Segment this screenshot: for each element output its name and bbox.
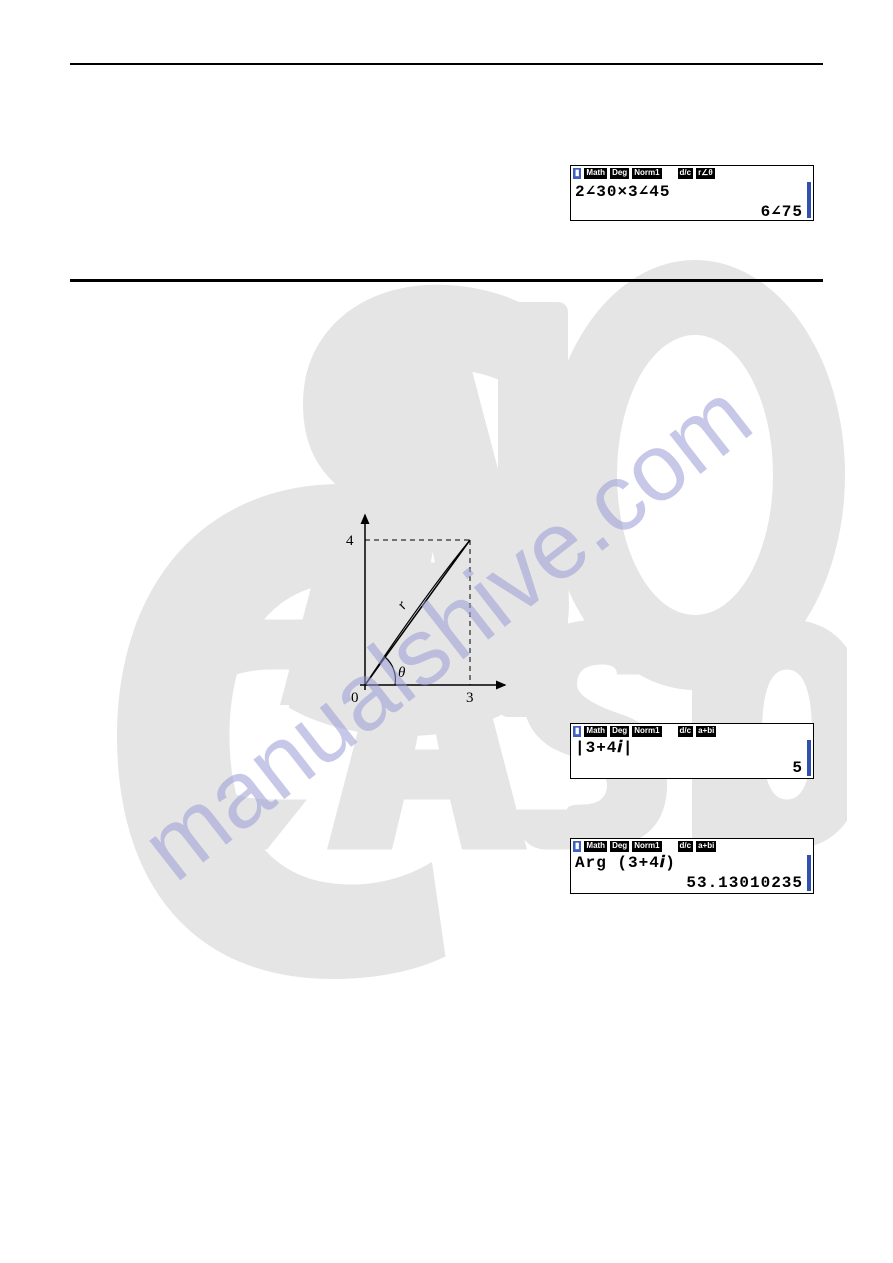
x-axis-label: 3: [466, 690, 474, 706]
battery-icon: ▮: [573, 841, 581, 852]
badge-abi: a+bi: [696, 726, 716, 737]
badge-deg: Deg: [610, 841, 629, 852]
calc-header-2: ▮ Math Deg Norm1 d/c a+bi: [571, 724, 813, 738]
calc-header-3: ▮ Math Deg Norm1 d/c a+bi: [571, 839, 813, 853]
badge-math: Math: [584, 841, 607, 852]
badge-deg: Deg: [610, 726, 629, 737]
badge-norm1: Norm1: [632, 168, 661, 179]
calc-header-1: ▮ Math Deg Norm1 d/c r∠θ: [571, 166, 813, 180]
badge-dc: d/c: [678, 168, 694, 179]
page-content: [0, 0, 893, 65]
calc-screen-1: ▮ Math Deg Norm1 d/c r∠θ 2∠30×3∠45 6∠75: [570, 165, 814, 221]
calc-input-2: |3+4𝒊|: [575, 739, 634, 757]
origin-label: 0: [351, 690, 359, 706]
scroll-indicator: [807, 740, 811, 776]
battery-icon: ▮: [573, 168, 581, 179]
calc-input-3: Arg (3+4𝒊): [575, 854, 676, 872]
badge-norm1: Norm1: [632, 841, 661, 852]
calc-input-1: 2∠30×3∠45: [575, 181, 670, 201]
r-label: r: [394, 598, 410, 612]
battery-icon: ▮: [573, 726, 581, 737]
badge-norm1: Norm1: [632, 726, 661, 737]
calc-screen-2: ▮ Math Deg Norm1 d/c a+bi |3+4𝒊| 5: [570, 723, 814, 779]
badge-math: Math: [584, 168, 607, 179]
theta-label: θ: [398, 665, 406, 681]
scroll-indicator: [807, 182, 811, 218]
badge-rtheta: r∠θ: [696, 168, 715, 179]
calc-result-3: 53.13010235: [686, 874, 803, 892]
calc-result-2: 5: [792, 759, 803, 777]
argand-diagram: 4 3 0 r θ: [320, 505, 520, 715]
calc-result-1: 6∠75: [761, 201, 803, 221]
badge-dc: d/c: [678, 726, 694, 737]
badge-abi: a+bi: [696, 841, 716, 852]
top-rule: [70, 63, 823, 65]
badge-dc: d/c: [678, 841, 694, 852]
badge-math: Math: [584, 726, 607, 737]
badge-deg: Deg: [610, 168, 629, 179]
section-rule: [70, 279, 823, 282]
y-axis-label: 4: [346, 533, 354, 549]
calc-screen-3: ▮ Math Deg Norm1 d/c a+bi Arg (3+4𝒊) 53.…: [570, 838, 814, 894]
scroll-indicator: [807, 855, 811, 891]
